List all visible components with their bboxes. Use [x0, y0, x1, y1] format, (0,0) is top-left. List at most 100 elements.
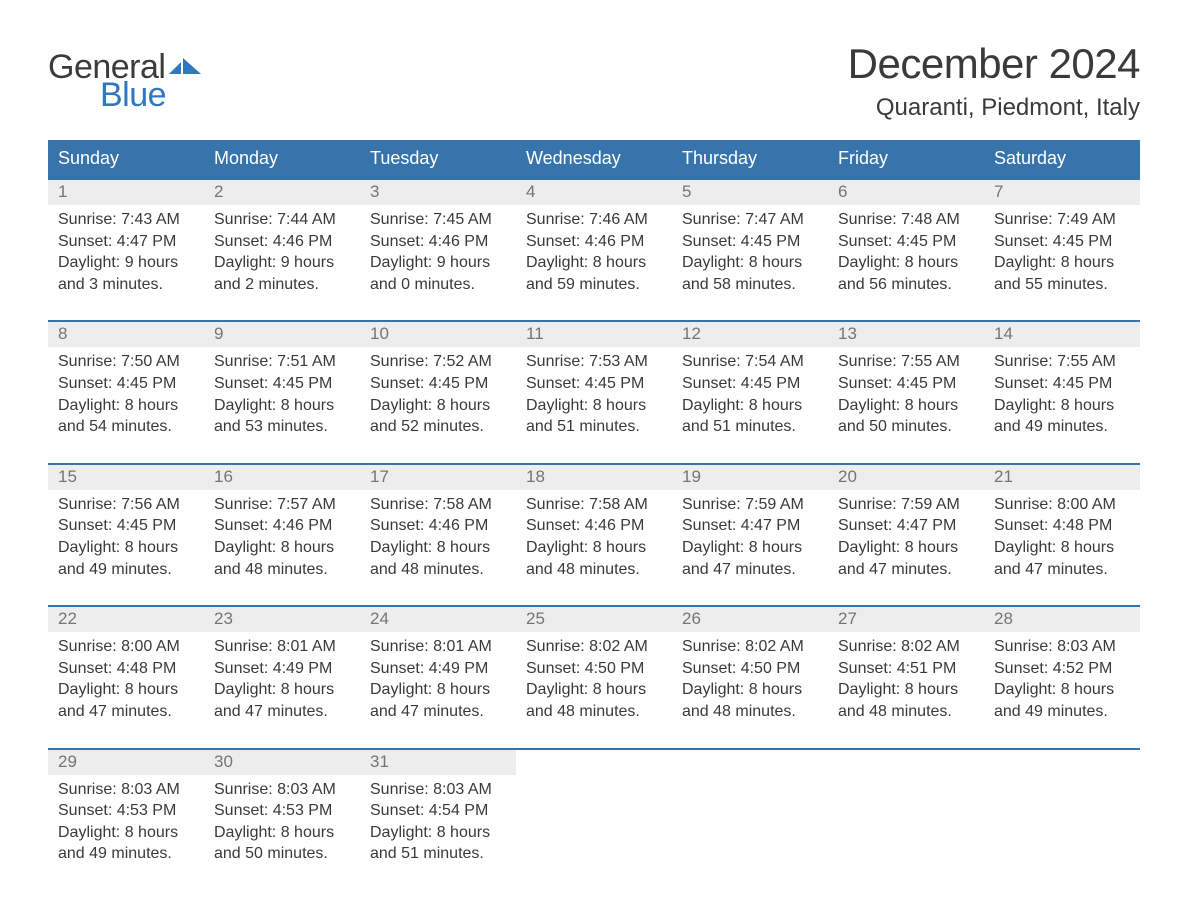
day-info-line: Daylight: 8 hours [58, 679, 194, 701]
day-number: 24 [370, 609, 389, 628]
day-cell-body: Sunrise: 7:58 AMSunset: 4:46 PMDaylight:… [360, 490, 516, 582]
day-info-line: Sunrise: 7:57 AM [214, 494, 350, 516]
day-info-line: Daylight: 8 hours [58, 537, 194, 559]
day-number: 19 [682, 467, 701, 486]
day-info-line: Sunset: 4:46 PM [370, 515, 506, 537]
day-info-line: Daylight: 8 hours [58, 395, 194, 417]
weekday-header: Friday [828, 140, 984, 179]
day-info-line: Daylight: 8 hours [370, 679, 506, 701]
day-info-line: Sunrise: 8:03 AM [994, 636, 1130, 658]
day-info-line: Daylight: 8 hours [58, 822, 194, 844]
day-cell-body: Sunrise: 7:57 AMSunset: 4:46 PMDaylight:… [204, 490, 360, 582]
day-cell-body: Sunrise: 8:02 AMSunset: 4:51 PMDaylight:… [828, 632, 984, 724]
day-number: 4 [526, 182, 535, 201]
day-number: 5 [682, 182, 691, 201]
day-number: 27 [838, 609, 857, 628]
day-info-line: Sunset: 4:45 PM [58, 515, 194, 537]
week-body-row: Sunrise: 7:50 AMSunset: 4:45 PMDaylight:… [48, 347, 1140, 439]
day-info-line: Sunset: 4:45 PM [58, 373, 194, 395]
day-info-line: and 50 minutes. [838, 416, 974, 438]
day-info-line: Sunrise: 8:00 AM [994, 494, 1130, 516]
day-info-line: Daylight: 8 hours [214, 822, 350, 844]
day-number: 16 [214, 467, 233, 486]
day-info-line: Sunset: 4:46 PM [526, 515, 662, 537]
day-cell-body: Sunrise: 7:56 AMSunset: 4:45 PMDaylight:… [48, 490, 204, 582]
week-daynum-row: 22232425262728 [48, 606, 1140, 632]
week-daynum-row: 15161718192021 [48, 464, 1140, 490]
day-cell-body: Sunrise: 7:53 AMSunset: 4:45 PMDaylight:… [516, 347, 672, 439]
day-number: 13 [838, 324, 857, 343]
day-cell-top: 29 [48, 749, 204, 775]
day-cell-top: 9 [204, 321, 360, 347]
day-info-line: and 2 minutes. [214, 274, 350, 296]
day-cell-top: 16 [204, 464, 360, 490]
day-info-line: Sunset: 4:50 PM [682, 658, 818, 680]
week-separator [48, 297, 1140, 321]
day-info-line: and 47 minutes. [682, 559, 818, 581]
day-info-line: Daylight: 8 hours [994, 537, 1130, 559]
day-info-line: Daylight: 8 hours [838, 679, 974, 701]
day-info-line: and 58 minutes. [682, 274, 818, 296]
day-info-line: Sunrise: 7:55 AM [838, 351, 974, 373]
day-cell-top: 3 [360, 179, 516, 205]
day-cell-top: 1 [48, 179, 204, 205]
day-info-line: Sunset: 4:49 PM [214, 658, 350, 680]
day-cell-top: 7 [984, 179, 1140, 205]
day-number: 17 [370, 467, 389, 486]
day-cell-body [672, 775, 828, 867]
day-info-line: Sunset: 4:45 PM [994, 231, 1130, 253]
day-info-line: and 52 minutes. [370, 416, 506, 438]
day-info-line: Sunrise: 7:58 AM [526, 494, 662, 516]
day-cell-top: 31 [360, 749, 516, 775]
day-info-line: Sunrise: 7:50 AM [58, 351, 194, 373]
day-cell-body: Sunrise: 8:03 AMSunset: 4:53 PMDaylight:… [48, 775, 204, 867]
day-info-line: Daylight: 8 hours [994, 679, 1130, 701]
day-info-line: Sunrise: 7:59 AM [682, 494, 818, 516]
day-number: 31 [370, 752, 389, 771]
week-body-row: Sunrise: 7:43 AMSunset: 4:47 PMDaylight:… [48, 205, 1140, 297]
day-number: 23 [214, 609, 233, 628]
day-info-line: Daylight: 8 hours [526, 395, 662, 417]
day-info-line: Sunrise: 7:46 AM [526, 209, 662, 231]
day-info-line: Daylight: 8 hours [370, 537, 506, 559]
day-cell-top: 19 [672, 464, 828, 490]
week-body-row: Sunrise: 8:00 AMSunset: 4:48 PMDaylight:… [48, 632, 1140, 724]
day-info-line: Sunset: 4:53 PM [214, 800, 350, 822]
day-info-line: Daylight: 8 hours [838, 537, 974, 559]
day-info-line: Sunrise: 7:47 AM [682, 209, 818, 231]
day-info-line: Sunrise: 8:01 AM [214, 636, 350, 658]
day-info-line: and 48 minutes. [682, 701, 818, 723]
day-info-line: and 0 minutes. [370, 274, 506, 296]
day-cell-top: 15 [48, 464, 204, 490]
day-info-line: and 48 minutes. [526, 701, 662, 723]
day-cell-body: Sunrise: 7:47 AMSunset: 4:45 PMDaylight:… [672, 205, 828, 297]
day-cell-body: Sunrise: 7:59 AMSunset: 4:47 PMDaylight:… [672, 490, 828, 582]
day-info-line: and 49 minutes. [994, 701, 1130, 723]
day-info-line: Sunset: 4:51 PM [838, 658, 974, 680]
day-number: 6 [838, 182, 847, 201]
day-info-line: Sunrise: 7:59 AM [838, 494, 974, 516]
day-info-line: and 55 minutes. [994, 274, 1130, 296]
day-cell-top: 4 [516, 179, 672, 205]
day-cell-top: 12 [672, 321, 828, 347]
day-info-line: Sunset: 4:47 PM [58, 231, 194, 253]
calendar-table: Sunday Monday Tuesday Wednesday Thursday… [48, 140, 1140, 867]
week-daynum-row: 293031 [48, 749, 1140, 775]
weekday-header: Thursday [672, 140, 828, 179]
day-info-line: Daylight: 9 hours [370, 252, 506, 274]
day-info-line: Sunset: 4:45 PM [838, 231, 974, 253]
day-cell-body: Sunrise: 7:55 AMSunset: 4:45 PMDaylight:… [828, 347, 984, 439]
day-cell-body: Sunrise: 7:58 AMSunset: 4:46 PMDaylight:… [516, 490, 672, 582]
day-cell-body: Sunrise: 7:48 AMSunset: 4:45 PMDaylight:… [828, 205, 984, 297]
day-info-line: and 56 minutes. [838, 274, 974, 296]
day-info-line: and 51 minutes. [526, 416, 662, 438]
day-cell-top [828, 749, 984, 775]
title-block: December 2024 Quaranti, Piedmont, Italy [848, 40, 1140, 122]
day-info-line: and 48 minutes. [370, 559, 506, 581]
day-info-line: and 59 minutes. [526, 274, 662, 296]
day-number: 18 [526, 467, 545, 486]
day-info-line: Sunrise: 7:54 AM [682, 351, 818, 373]
day-cell-top: 2 [204, 179, 360, 205]
weekday-header-row: Sunday Monday Tuesday Wednesday Thursday… [48, 140, 1140, 179]
location: Quaranti, Piedmont, Italy [848, 94, 1140, 122]
